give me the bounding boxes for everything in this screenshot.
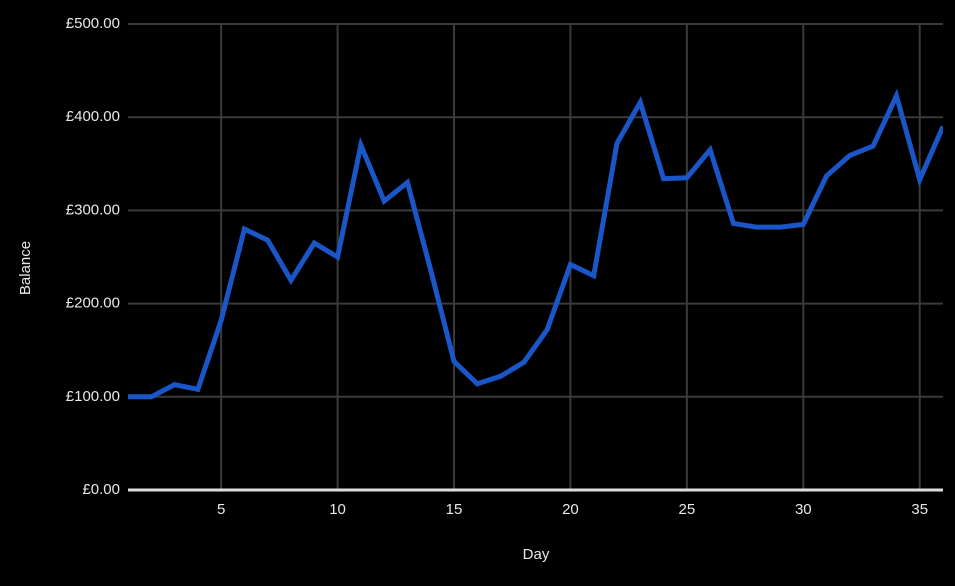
x-tick-label: 15: [446, 501, 463, 518]
x-tick-label: 25: [679, 501, 696, 518]
data-line: [128, 88, 943, 400]
x-tick-label: 20: [562, 501, 579, 518]
y-axis-title: Balance: [17, 241, 34, 295]
x-tick-label: 35: [911, 501, 928, 518]
y-tick-label: £400.00: [66, 108, 120, 125]
y-tick-label: £0.00: [82, 481, 120, 498]
x-tick-label: 5: [217, 501, 225, 518]
x-tick-label: 30: [795, 501, 812, 518]
y-tick-label: £500.00: [66, 15, 120, 32]
x-tick-label: 10: [329, 501, 346, 518]
x-axis-title: Day: [523, 546, 550, 563]
y-tick-label: £100.00: [66, 388, 120, 405]
y-tick-label: £200.00: [66, 295, 120, 312]
y-tick-label: £300.00: [66, 201, 120, 218]
